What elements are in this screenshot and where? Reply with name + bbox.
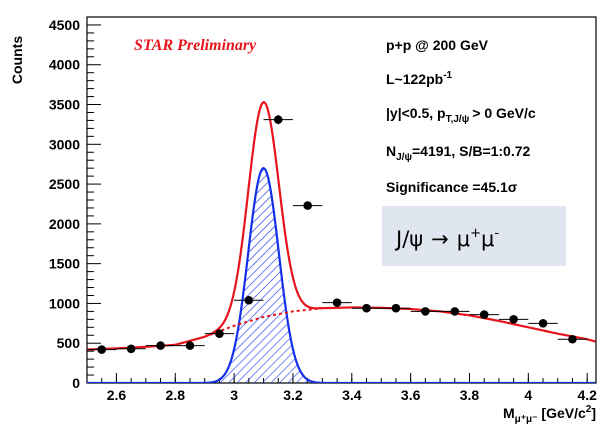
x-tick-label: 3.6: [401, 387, 421, 403]
x-tick-label: 3.2: [283, 387, 303, 403]
decay-label-box: [382, 206, 566, 266]
x-tick-label: 3.8: [460, 387, 480, 403]
x-tick-label: 2.6: [107, 387, 127, 403]
data-marker: [362, 303, 371, 313]
plot-frame: [86, 16, 597, 384]
data-marker: [332, 298, 342, 307]
info-collision: p+p @ 200 GeV: [386, 37, 489, 53]
x-tick-label: 3.4: [342, 387, 362, 403]
data-point: [557, 334, 588, 344]
data-point: [351, 303, 382, 313]
data-point: [175, 341, 205, 350]
data-marker: [185, 341, 195, 350]
data-point: [498, 315, 529, 324]
data-marker: [215, 329, 224, 338]
data-point: [381, 303, 411, 313]
y-tick-label: 4500: [49, 17, 80, 33]
data-marker: [509, 315, 518, 324]
data-marker: [421, 307, 430, 316]
data-point: [263, 115, 293, 125]
x-axis: 2.6 2.8 3 3.2 3.4 3.6 3.8 4 4.2: [86, 373, 597, 403]
star-preliminary-label: STAR Preliminary: [134, 37, 257, 54]
data-point: [116, 344, 146, 354]
x-axis-title: Mμ⁺μ⁻ [GeV/c2]: [503, 404, 596, 425]
y-tick-label: 2000: [49, 216, 80, 232]
y-tick-label: 2500: [49, 176, 80, 192]
data-point: [528, 319, 558, 328]
y-axis: 0 500 1000 1500 2000 2500 3000 3500 4000 4500: [49, 16, 101, 391]
y-tick-label: 0: [72, 375, 80, 391]
y-tick-label: 500: [57, 335, 81, 351]
y-axis-title: Counts: [9, 36, 25, 84]
x-tick-label: 3: [230, 387, 238, 403]
info-luminosity: L~122pb-1: [386, 70, 453, 87]
data-marker: [568, 334, 577, 344]
data-point: [322, 298, 352, 307]
info-significance: Significance =45.1σ: [386, 179, 518, 195]
data-point: [204, 329, 235, 338]
background-fit-dashed: [198, 307, 328, 340]
y-tick-label: 1500: [49, 256, 80, 272]
data-points: [87, 115, 588, 354]
data-marker: [273, 115, 283, 124]
data-marker: [156, 341, 165, 350]
data-point: [292, 201, 323, 210]
info-yield: NJ/ψ=4191, S/B=1:0.72: [386, 143, 531, 163]
data-point: [440, 307, 470, 316]
data-marker: [479, 310, 489, 319]
data-point: [234, 295, 264, 305]
x-tick-label: 4.2: [577, 387, 597, 403]
data-point: [410, 307, 441, 316]
info-cuts: |y|<0.5, pT,J/ψ > 0 GeV/c: [386, 105, 536, 125]
data-marker: [450, 307, 460, 316]
data-point: [469, 310, 499, 319]
signal-fit-curve: [87, 166, 596, 383]
data-marker: [303, 201, 312, 210]
data-marker: [391, 303, 401, 313]
data-marker: [538, 319, 548, 328]
y-tick-label: 3500: [49, 97, 80, 113]
data-marker: [244, 295, 254, 305]
y-tick-label: 4000: [49, 57, 80, 73]
y-tick-label: 3000: [49, 136, 80, 152]
x-tick-label: 4: [524, 387, 532, 403]
x-tick-label: 2.8: [166, 387, 186, 403]
data-marker: [126, 344, 136, 354]
y-tick-label: 1000: [49, 295, 80, 311]
data-marker: [97, 345, 107, 354]
total-fit-curve: [87, 100, 596, 351]
data-point: [87, 345, 117, 354]
signal-hatched-area: [202, 168, 325, 383]
data-point: [145, 341, 176, 350]
decay-channel-label: J/ψ → μ+μ-: [394, 226, 499, 251]
